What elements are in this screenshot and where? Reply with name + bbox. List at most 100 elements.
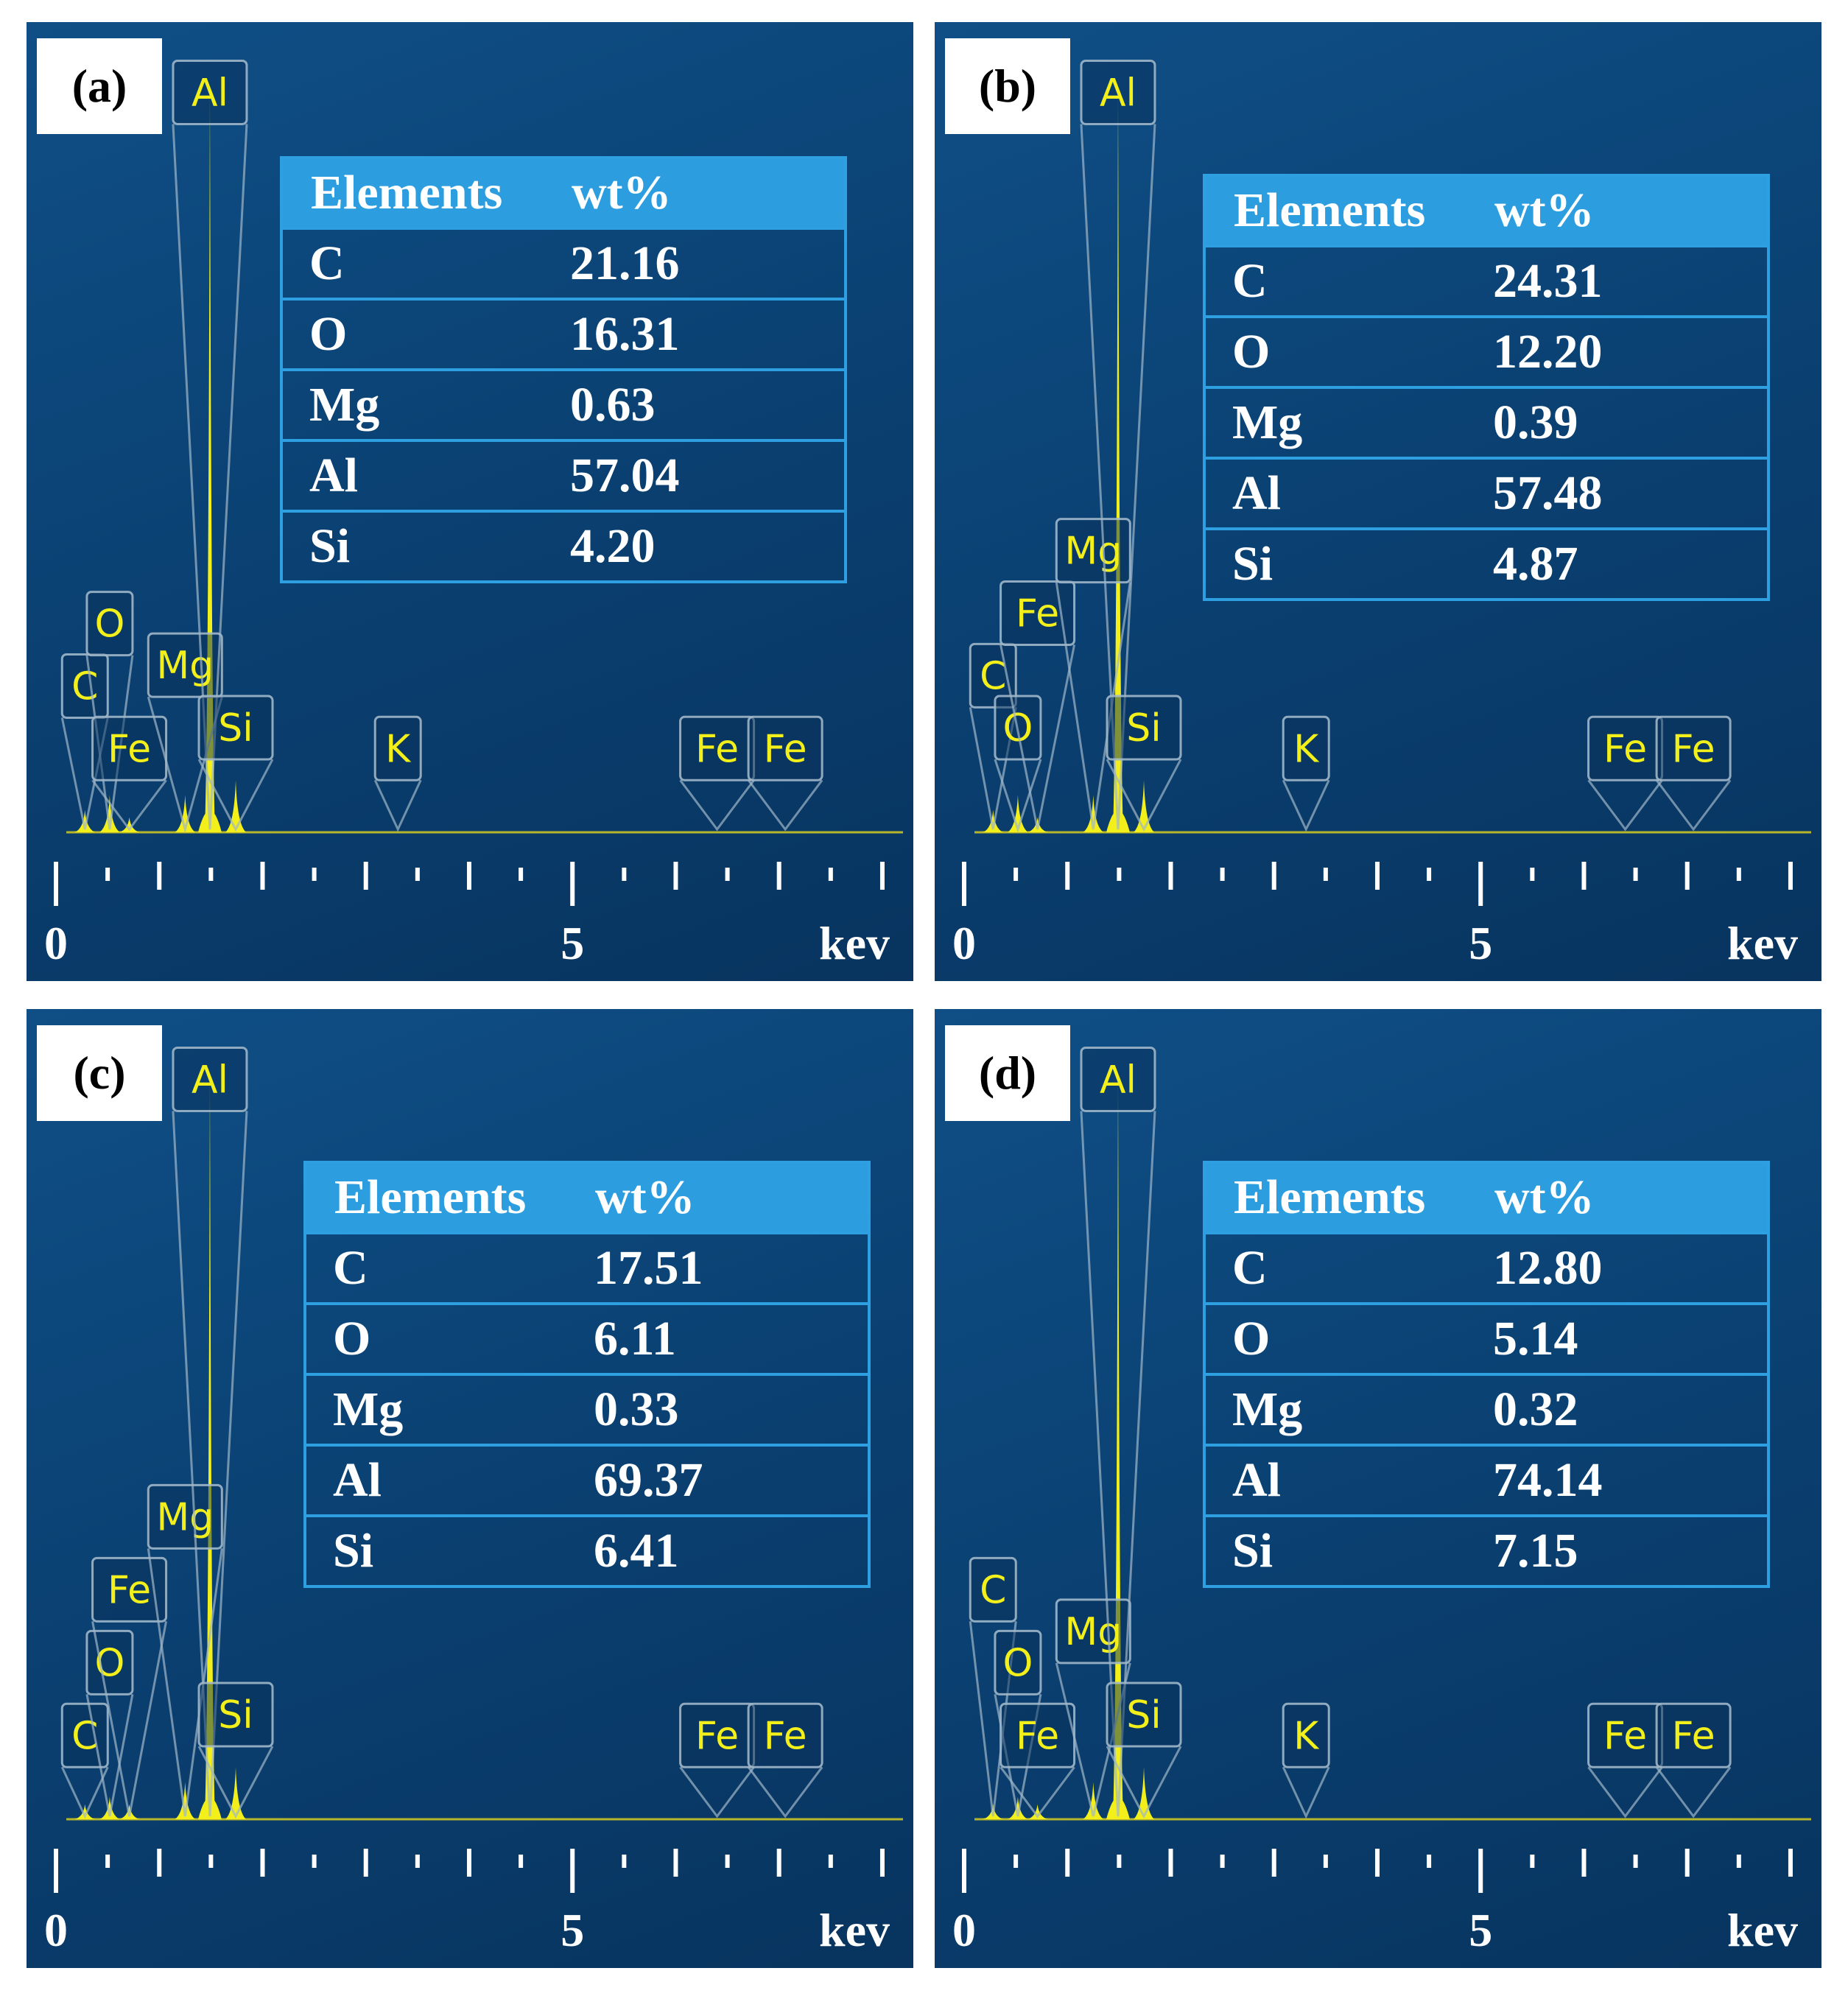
peak-label: C: [71, 664, 98, 709]
element-cell: O: [305, 1302, 567, 1374]
element-cell: Si: [1204, 527, 1466, 600]
element-cell: C: [1204, 245, 1466, 317]
peak-label-box: [969, 1556, 1017, 1623]
peak-label: C: [980, 1568, 1006, 1612]
value-cell: 24.31: [1466, 245, 1768, 317]
peak-label: Fe: [695, 1714, 739, 1758]
composition-table-d: Elements wt% C 12.80 O 5.14 Mg 0.32 Al 74.14…: [1203, 1161, 1770, 1588]
spectrum-peak: [1007, 1796, 1028, 1819]
peak-label: K: [1293, 1714, 1320, 1758]
element-cell: Al: [305, 1444, 567, 1516]
peak-leader-line: [172, 124, 248, 830]
table-row: C 12.80: [1204, 1231, 1768, 1304]
table-row: Al 69.37: [305, 1444, 869, 1516]
composition-table-b: Elements wt% C 24.31 O 12.20 Mg 0.39 Al 57.4…: [1203, 174, 1770, 601]
panel-label-a: (a): [37, 38, 162, 134]
peak-leader-line: [999, 1766, 1075, 1818]
table-row: C 17.51: [305, 1231, 869, 1304]
table-row: O 6.11: [305, 1302, 869, 1374]
spectrum-peak: [1007, 795, 1028, 832]
peak-label-box: [91, 715, 168, 781]
peak-label-box: [147, 1483, 223, 1550]
peak-leader-line: [1106, 759, 1182, 832]
peak-leader-line: [1055, 1662, 1131, 1817]
x-axis-label: kev: [1727, 917, 1798, 969]
peak-label-box: [1655, 1702, 1732, 1768]
peak-leader-line: [679, 779, 755, 832]
peak-label: Si: [1126, 1693, 1161, 1737]
peak-leader-line: [1587, 779, 1663, 832]
peak-leader-line: [147, 696, 223, 834]
peak-label: Fe: [695, 727, 739, 771]
composition-table-a: Elements wt% C 21.16 O 16.31 Mg 0.63 Al 57.0…: [280, 156, 847, 583]
peak-label: O: [94, 602, 124, 647]
peak-label: Si: [218, 706, 253, 751]
spectrum-peak: [119, 817, 140, 832]
peak-label: Fe: [1672, 1714, 1715, 1758]
table-row: Mg 0.32: [1204, 1373, 1768, 1445]
x-tick-label: 5: [561, 917, 584, 969]
peak-label: K: [1293, 727, 1320, 771]
value-cell: 74.14: [1466, 1444, 1768, 1516]
peak-leader-line: [679, 1766, 755, 1818]
header-wt-percent: wt%: [544, 158, 846, 228]
element-cell: Al: [1204, 457, 1466, 529]
peak-label-box: [172, 59, 248, 125]
value-cell: 57.48: [1466, 457, 1768, 529]
peak-label: Mg: [156, 1495, 214, 1539]
x-axis-label: kev: [819, 917, 890, 969]
value-cell: 69.37: [567, 1444, 869, 1516]
peak-label-box: [1055, 518, 1131, 584]
peak-label: Fe: [764, 1714, 807, 1758]
spectrum-peak: [1134, 1767, 1155, 1819]
spectrum-peak: [74, 809, 96, 832]
peak-label: Al: [1100, 71, 1136, 115]
value-cell: 57.04: [544, 439, 846, 511]
peak-leader-line: [197, 759, 274, 832]
peak-label-box: [679, 715, 756, 781]
peak-leader-line: [994, 1694, 1042, 1817]
spectrum-peak: [1134, 780, 1155, 832]
element-cell: C: [305, 1231, 567, 1304]
value-cell: 0.39: [1466, 386, 1768, 458]
peak-leader-line: [91, 1621, 168, 1817]
header-wt-percent: wt%: [1466, 175, 1768, 246]
value-cell: 16.31: [544, 298, 846, 370]
table-header-row: Elements wt%: [1204, 1162, 1768, 1233]
table-row: Si 4.87: [1204, 527, 1768, 600]
peak-leader-line: [747, 1766, 823, 1818]
table-row: C 24.31: [1204, 245, 1768, 317]
peak-label-box: [999, 580, 1076, 646]
element-cell: C: [281, 227, 544, 299]
peak-label-box: [172, 1046, 248, 1112]
element-cell: Si: [305, 1514, 567, 1586]
peak-label: Al: [1100, 1058, 1136, 1102]
spectrum-peak: [204, 1075, 215, 1819]
peak-label-box: [60, 1702, 109, 1768]
header-wt-percent: wt%: [567, 1162, 869, 1233]
x-tick-label: 5: [1469, 917, 1492, 969]
eds-panel-c: C O Fe Mg Al Si Fe Fe 0 5 kev (c) Elements wt% C 17…: [27, 1009, 913, 1968]
header-elements: Elements: [281, 158, 544, 228]
peak-leader-line: [1587, 1766, 1663, 1818]
peak-label: Fe: [108, 1568, 151, 1612]
x-tick-label: 0: [952, 1904, 976, 1956]
peak-leader-line: [747, 779, 823, 832]
peak-label: Fe: [1672, 727, 1715, 771]
table-row: C 21.16: [281, 227, 846, 299]
value-cell: 17.51: [567, 1231, 869, 1304]
peak-label-box: [197, 695, 274, 761]
peak-label-box: [1282, 1702, 1330, 1768]
value-cell: 12.20: [1466, 315, 1768, 387]
value-cell: 0.32: [1466, 1373, 1768, 1445]
header-elements: Elements: [1204, 1162, 1466, 1233]
panel-label-c: (c): [37, 1025, 162, 1121]
peak-leader-line: [1055, 582, 1131, 830]
spectrum-peak: [1112, 1075, 1123, 1819]
peak-leader-line: [969, 1621, 1017, 1817]
table-row: O 12.20: [1204, 315, 1768, 387]
panel-label-b: (b): [945, 38, 1070, 134]
